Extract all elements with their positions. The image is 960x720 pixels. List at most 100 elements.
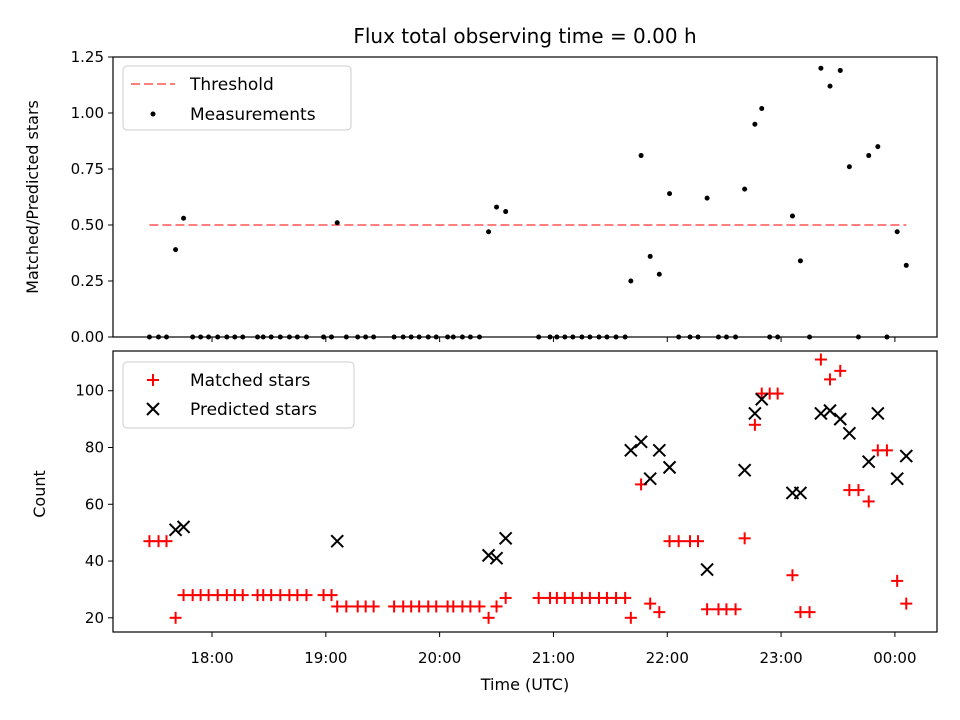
matched-star-point (814, 353, 827, 366)
measurement-point (503, 209, 509, 215)
count-x-tick-label: 21:00 (532, 649, 575, 667)
matched-star-point (482, 611, 495, 624)
measurement-point (797, 258, 803, 264)
measurement-point (875, 144, 881, 150)
measurement-point (294, 334, 300, 340)
measurement-point (224, 334, 230, 340)
matched-star-point (340, 600, 353, 613)
measurement-point (789, 213, 795, 219)
measurement-point (807, 334, 813, 340)
count-x-tick-label: 00:00 (873, 649, 916, 667)
matched-star-point (701, 603, 714, 616)
measurement-point (459, 334, 465, 340)
threshold-legend-label: Threshold (189, 75, 274, 95)
matched-star-point (490, 600, 503, 613)
predicted-star-point (624, 443, 638, 458)
count-x-tick-label: 22:00 (646, 649, 689, 667)
count-x-tick-label: 19:00 (304, 649, 347, 667)
predicted-star-point (643, 472, 657, 486)
measurement-point (638, 153, 644, 159)
count-x-tick-label: 20:00 (418, 649, 461, 667)
measurement-point (837, 67, 843, 73)
measurement-point (733, 334, 739, 340)
matched-star-point (169, 611, 182, 624)
predicted-legend-swatch (146, 402, 160, 416)
count-y-axis-label: Count (30, 470, 49, 518)
predicted-star-point (899, 449, 913, 463)
measurement-point (450, 334, 456, 340)
matched-star-point (499, 591, 512, 604)
measurement-point (181, 215, 187, 221)
measurement-point (752, 121, 758, 127)
ratio-y-tick-label: 0.25 (71, 272, 104, 290)
count-y-tick-label: 100 (75, 382, 104, 400)
measurement-point (371, 334, 377, 340)
matched-star-point (473, 600, 486, 613)
ratio-y-tick-label: 1.25 (71, 48, 104, 66)
ratio-axes-frame (112, 56, 938, 338)
measurement-point (613, 334, 619, 340)
measurement-point (628, 278, 634, 284)
matched-star-point (160, 535, 173, 548)
measurement-point (408, 334, 414, 340)
predicted-star-point (755, 392, 769, 406)
measurement-point (476, 334, 482, 340)
predicted-star-point (700, 562, 714, 577)
ratio-y-tick-label: 0.50 (71, 216, 104, 234)
predicted-star-point (823, 403, 837, 418)
count-legend: Matched stars Predicted stars (122, 361, 355, 429)
predicted-star-point (842, 426, 857, 441)
matched-star-point (619, 591, 632, 604)
matched-star-point (824, 373, 837, 386)
measurement-point (355, 334, 361, 340)
predicted-star-point (498, 531, 513, 546)
measurement-point (715, 334, 721, 340)
predicted-star-point (662, 460, 677, 475)
count-y-tick-label: 80 (85, 439, 104, 457)
ratio-y-tick-label: 0.75 (71, 160, 104, 178)
measurement-point (604, 334, 610, 340)
count-y-tick-label: 40 (85, 552, 104, 570)
measurement-point (255, 334, 261, 340)
measurement-point (433, 334, 439, 340)
measurement-point (775, 334, 781, 340)
matched-star-point (852, 484, 865, 497)
measurement-point (334, 220, 340, 226)
measurement-point (695, 334, 701, 340)
measurement-point (156, 334, 162, 340)
measurement-point (554, 334, 560, 340)
measurement-point (286, 334, 292, 340)
measurement-point (562, 334, 568, 340)
matched-star-point (644, 597, 657, 610)
measurement-point (163, 334, 169, 340)
predicted-star-point (489, 551, 504, 565)
ratio-panel: Matched/Predicted stars 0.00 0.25 0.50 0.75… (23, 48, 938, 346)
matched-star-point (862, 495, 875, 508)
predicted-star-point (176, 520, 191, 534)
count-x-axis-label: Time (UTC) (480, 675, 569, 694)
measurements-legend-swatch (150, 111, 156, 117)
matched-star-point (786, 569, 799, 582)
matched-star-point (691, 535, 704, 548)
matched-legend-swatch (147, 374, 159, 386)
measurement-point (596, 334, 602, 340)
measurement-point (343, 334, 349, 340)
chart-title: Flux total observing time = 0.00 h (353, 24, 696, 48)
count-panel: Count Time (UTC) 20 40 60 80 100 18:00 19:00 2… (30, 350, 938, 694)
measurement-point (687, 334, 693, 340)
predicted-star-point (168, 523, 183, 537)
measurement-point (723, 334, 729, 340)
matched-star-point (300, 589, 313, 602)
measurement-point (676, 334, 682, 340)
measurement-point (759, 106, 765, 112)
measurement-point (767, 334, 773, 340)
measurement-point (190, 334, 196, 340)
count-x-tick-label: 23:00 (759, 649, 802, 667)
matched-legend-label: Matched stars (190, 371, 310, 391)
matched-star-point (624, 611, 637, 624)
measurement-point (570, 334, 576, 340)
measurement-point (467, 334, 473, 340)
count-legend-box (122, 361, 355, 429)
count-axes-frame (112, 350, 938, 633)
